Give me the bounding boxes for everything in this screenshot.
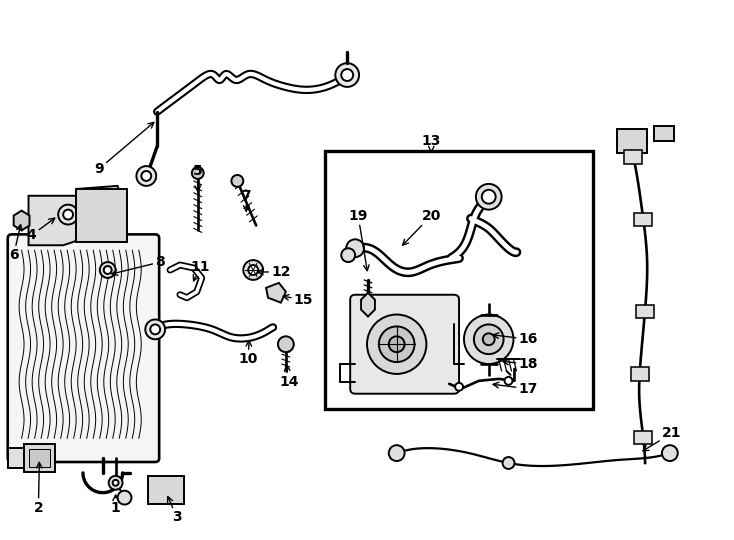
Circle shape — [482, 190, 495, 204]
FancyBboxPatch shape — [23, 444, 55, 472]
Circle shape — [243, 260, 263, 280]
Text: 6: 6 — [9, 225, 22, 262]
Text: 11: 11 — [190, 260, 209, 281]
Text: 2: 2 — [34, 462, 43, 515]
Circle shape — [379, 326, 415, 362]
Circle shape — [192, 167, 204, 179]
Circle shape — [63, 210, 73, 220]
FancyBboxPatch shape — [634, 213, 653, 226]
Circle shape — [483, 333, 495, 345]
Text: 3: 3 — [167, 497, 182, 524]
Text: 19: 19 — [349, 208, 369, 271]
Text: 7: 7 — [241, 189, 251, 211]
Text: 12: 12 — [258, 265, 291, 279]
Bar — [325, 151, 592, 409]
Circle shape — [389, 336, 404, 352]
Circle shape — [504, 377, 512, 385]
Circle shape — [248, 265, 258, 275]
FancyBboxPatch shape — [8, 448, 40, 468]
Circle shape — [476, 184, 501, 210]
Text: 10: 10 — [239, 341, 258, 366]
Text: 16: 16 — [493, 332, 538, 346]
Text: 18: 18 — [503, 357, 538, 371]
Circle shape — [455, 383, 463, 391]
Circle shape — [278, 336, 294, 352]
Circle shape — [464, 314, 514, 364]
FancyBboxPatch shape — [631, 367, 649, 381]
Text: 4: 4 — [26, 218, 55, 242]
Polygon shape — [361, 293, 375, 316]
Text: 20: 20 — [403, 208, 441, 245]
Text: 13: 13 — [421, 134, 441, 152]
Circle shape — [142, 171, 151, 181]
Text: 5: 5 — [193, 164, 203, 192]
Circle shape — [150, 325, 160, 334]
Circle shape — [389, 445, 404, 461]
Circle shape — [145, 320, 165, 339]
Circle shape — [341, 248, 355, 262]
Text: 15: 15 — [283, 293, 313, 307]
Text: 14: 14 — [279, 366, 299, 389]
Text: 8: 8 — [112, 255, 165, 275]
Polygon shape — [266, 283, 286, 302]
FancyBboxPatch shape — [350, 295, 459, 394]
Circle shape — [346, 239, 364, 257]
Polygon shape — [14, 211, 29, 231]
FancyBboxPatch shape — [636, 305, 654, 319]
Circle shape — [100, 262, 116, 278]
FancyBboxPatch shape — [617, 130, 647, 153]
Circle shape — [662, 445, 677, 461]
FancyBboxPatch shape — [654, 125, 674, 141]
Circle shape — [367, 314, 426, 374]
FancyBboxPatch shape — [148, 476, 184, 504]
FancyBboxPatch shape — [634, 430, 652, 444]
Circle shape — [109, 476, 123, 490]
FancyBboxPatch shape — [8, 234, 159, 462]
Circle shape — [335, 63, 359, 87]
Circle shape — [231, 175, 243, 187]
Polygon shape — [29, 186, 123, 245]
Text: 9: 9 — [94, 123, 154, 176]
Circle shape — [103, 266, 112, 274]
Circle shape — [503, 457, 515, 469]
Circle shape — [112, 480, 119, 486]
Circle shape — [341, 69, 353, 81]
Circle shape — [58, 205, 78, 225]
Text: 1: 1 — [111, 495, 120, 515]
Circle shape — [137, 166, 156, 186]
FancyBboxPatch shape — [76, 189, 128, 242]
Text: 17: 17 — [493, 382, 538, 396]
Circle shape — [474, 325, 504, 354]
FancyBboxPatch shape — [29, 449, 51, 467]
Circle shape — [117, 491, 131, 504]
Text: 21: 21 — [643, 426, 682, 451]
FancyBboxPatch shape — [625, 150, 642, 164]
